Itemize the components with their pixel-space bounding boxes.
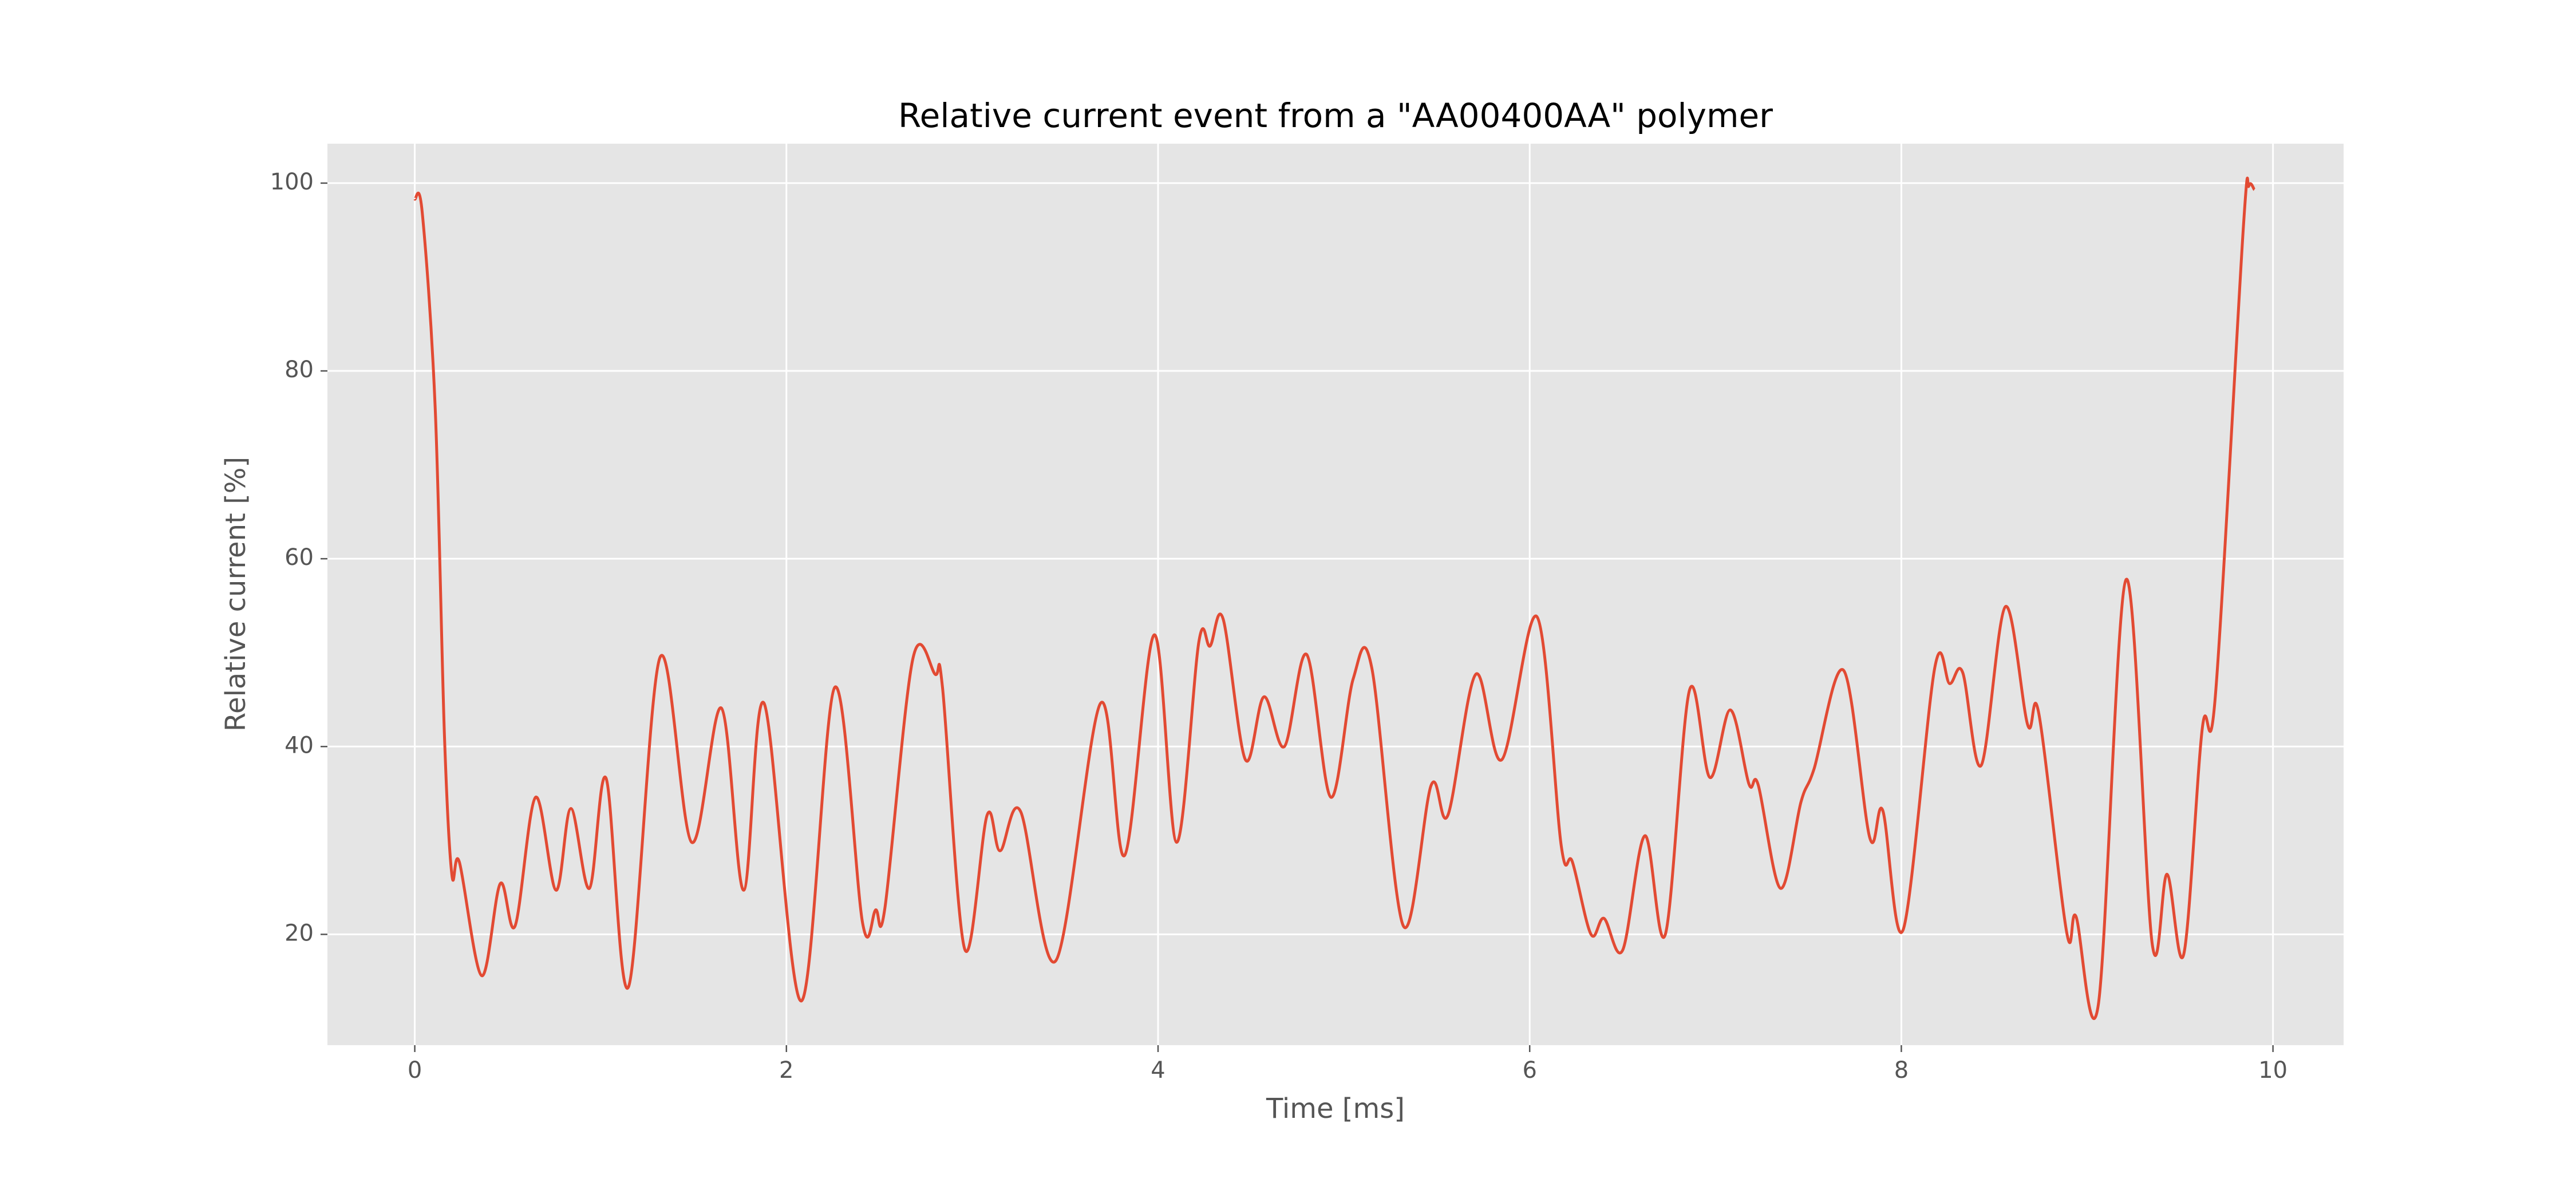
x-tick-label: 8 (1894, 1057, 1909, 1084)
x-tick-label: 4 (1151, 1057, 1165, 1084)
x-tick-label: 10 (2258, 1057, 2287, 1084)
y-tick-label: 60 (285, 544, 314, 571)
x-tick-label: 2 (779, 1057, 793, 1084)
y-tick-label: 100 (270, 169, 314, 195)
x-tick-label: 6 (1522, 1057, 1536, 1084)
data-line (413, 176, 2256, 1020)
chart-title: Relative current event from a "AA00400AA… (898, 96, 1773, 135)
y-tick-label: 80 (285, 357, 314, 383)
x-axis-label: Time [ms] (1266, 1093, 1405, 1125)
y-axis-label: Relative current [%] (220, 457, 252, 732)
y-tick-label: 40 (285, 732, 314, 758)
plot-area (327, 144, 2344, 1045)
y-tick-label: 20 (285, 920, 314, 946)
x-tick-label: 0 (408, 1057, 422, 1084)
